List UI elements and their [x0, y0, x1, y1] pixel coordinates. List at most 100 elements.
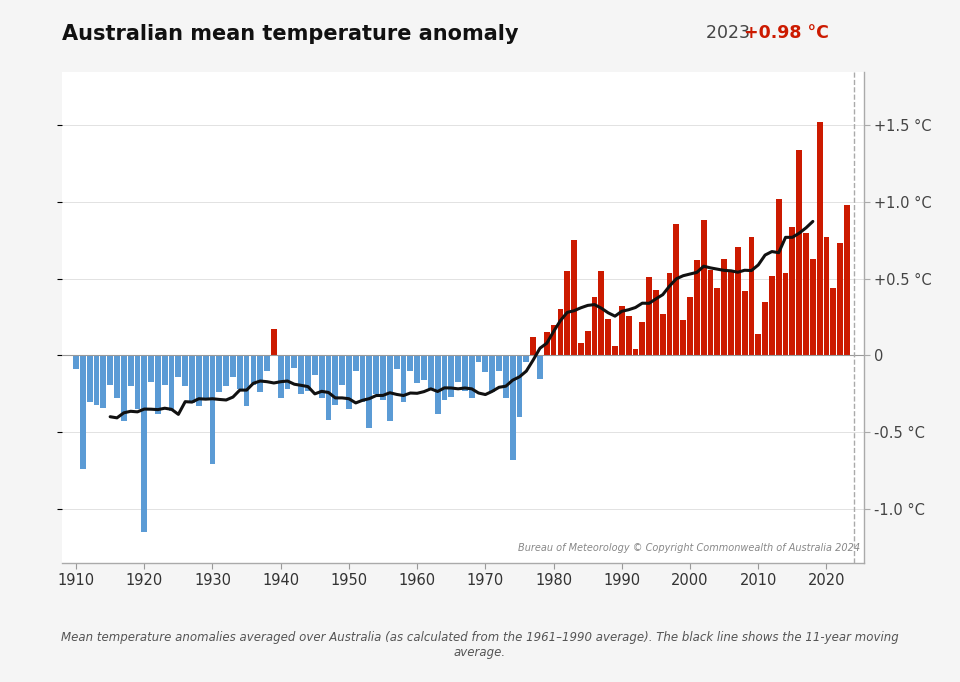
Bar — [591, 297, 597, 355]
Bar — [148, 355, 154, 382]
Bar — [639, 322, 645, 355]
Bar — [94, 355, 100, 404]
Bar — [448, 355, 454, 397]
Bar — [108, 355, 113, 385]
Bar — [332, 355, 338, 404]
Bar — [360, 355, 366, 402]
Bar — [292, 355, 298, 368]
Bar — [516, 355, 522, 417]
Bar — [367, 355, 372, 428]
Text: +0.98 °C: +0.98 °C — [744, 24, 828, 42]
Bar — [339, 355, 345, 385]
Bar — [182, 355, 188, 386]
Bar — [169, 355, 175, 411]
Bar — [134, 355, 140, 409]
Bar — [257, 355, 263, 392]
Bar — [407, 355, 413, 371]
Bar — [633, 349, 638, 355]
Bar — [598, 271, 604, 355]
Bar — [209, 355, 215, 464]
Bar — [742, 291, 748, 355]
Bar — [510, 355, 516, 460]
Bar — [237, 355, 243, 389]
Bar — [749, 237, 755, 355]
Bar — [776, 199, 781, 355]
Bar — [769, 276, 775, 355]
Bar — [353, 355, 359, 371]
Bar — [523, 355, 529, 361]
Bar — [462, 355, 468, 391]
Bar — [155, 355, 161, 414]
Bar — [653, 290, 659, 355]
Bar — [490, 355, 495, 392]
Bar — [400, 355, 406, 402]
Bar — [141, 355, 147, 532]
Text: 2023: 2023 — [706, 24, 756, 42]
Bar — [756, 334, 761, 355]
Bar — [810, 259, 816, 355]
Text: Mean temperature anomalies averaged over Australia (as calculated from the 1961–: Mean temperature anomalies averaged over… — [61, 631, 899, 659]
Bar — [216, 355, 222, 392]
Bar — [162, 355, 168, 385]
Text: Bureau of Meteorology © Copyright Commonwealth of Australia 2024: Bureau of Meteorology © Copyright Common… — [517, 543, 860, 553]
Bar — [496, 355, 502, 371]
Bar — [796, 150, 803, 355]
Bar — [564, 271, 570, 355]
Bar — [455, 355, 461, 382]
Bar — [830, 288, 836, 355]
Bar — [176, 355, 181, 377]
Bar — [415, 355, 420, 383]
Bar — [721, 259, 727, 355]
Bar — [380, 355, 386, 400]
Bar — [694, 261, 700, 355]
Bar — [551, 325, 557, 355]
Bar — [558, 310, 564, 355]
Bar — [312, 355, 318, 376]
Bar — [264, 355, 270, 371]
Bar — [708, 269, 713, 355]
Bar — [681, 321, 686, 355]
Bar — [373, 355, 379, 394]
Bar — [468, 355, 474, 398]
Bar — [701, 220, 707, 355]
Bar — [86, 355, 92, 402]
Bar — [585, 331, 590, 355]
Bar — [837, 243, 843, 355]
Bar — [394, 355, 399, 370]
Bar — [782, 273, 788, 355]
Bar — [475, 355, 482, 361]
Bar — [646, 278, 652, 355]
Bar — [626, 316, 632, 355]
Bar — [824, 237, 829, 355]
Bar — [428, 355, 434, 389]
Bar — [687, 297, 693, 355]
Bar — [277, 355, 283, 398]
Bar — [299, 355, 304, 394]
Bar — [714, 288, 720, 355]
Bar — [804, 233, 809, 355]
Bar — [762, 302, 768, 355]
Bar — [817, 122, 823, 355]
Bar — [189, 355, 195, 403]
Bar — [844, 205, 850, 355]
Bar — [571, 241, 577, 355]
Bar — [544, 333, 550, 355]
Bar — [251, 355, 256, 385]
Bar — [666, 273, 672, 355]
Bar — [73, 355, 79, 370]
Bar — [442, 355, 447, 400]
Bar — [503, 355, 509, 398]
Bar — [284, 355, 291, 389]
Bar — [244, 355, 250, 406]
Bar — [789, 226, 795, 355]
Bar — [101, 355, 107, 408]
Bar — [537, 355, 542, 379]
Bar — [305, 355, 311, 391]
Bar — [80, 355, 85, 469]
Bar — [421, 355, 427, 380]
Bar — [224, 355, 229, 386]
Bar — [578, 343, 584, 355]
Bar — [612, 346, 618, 355]
Bar — [196, 355, 202, 406]
Bar — [735, 247, 741, 355]
